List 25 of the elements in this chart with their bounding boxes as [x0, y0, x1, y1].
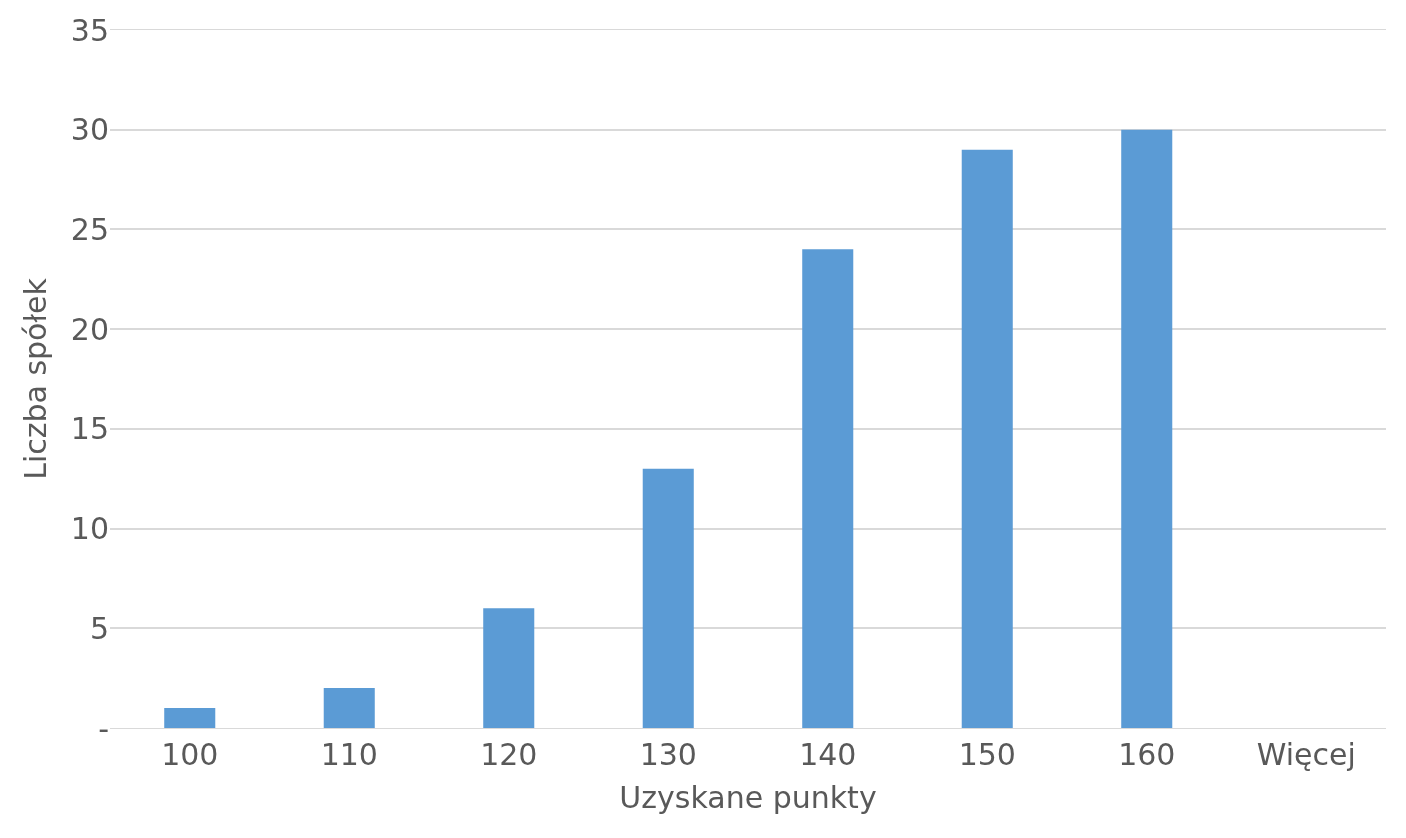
y-tick-label: 5: [89, 610, 109, 646]
y-tick-label: 20: [70, 311, 109, 347]
y-tick-label: -: [98, 710, 109, 746]
x-tick-label: Więcej: [1256, 737, 1356, 772]
bar: [802, 249, 854, 728]
y-tick-label: 30: [70, 112, 109, 148]
x-axis-title: Uzyskane punkty: [619, 779, 877, 815]
bar: [323, 688, 375, 728]
bar: [483, 608, 535, 728]
y-tick-label: 35: [70, 12, 109, 48]
x-tick-label: 120: [480, 737, 538, 772]
bar: [961, 149, 1013, 728]
y-axis-title: Liczba spółek: [17, 277, 53, 480]
bar: [1121, 129, 1173, 728]
bar: [164, 708, 216, 728]
x-tick-label: 160: [1118, 737, 1176, 772]
y-tick-label: 15: [70, 411, 109, 447]
x-tick-label: 110: [320, 737, 378, 772]
bar: [642, 468, 694, 728]
x-tick-label: 150: [958, 737, 1016, 772]
x-tick-label: 130: [639, 737, 697, 772]
x-tick-label: 140: [799, 737, 857, 772]
x-tick-label: 100: [161, 737, 219, 772]
y-tick-label: 10: [70, 511, 109, 547]
y-tick-label: 25: [70, 211, 109, 247]
